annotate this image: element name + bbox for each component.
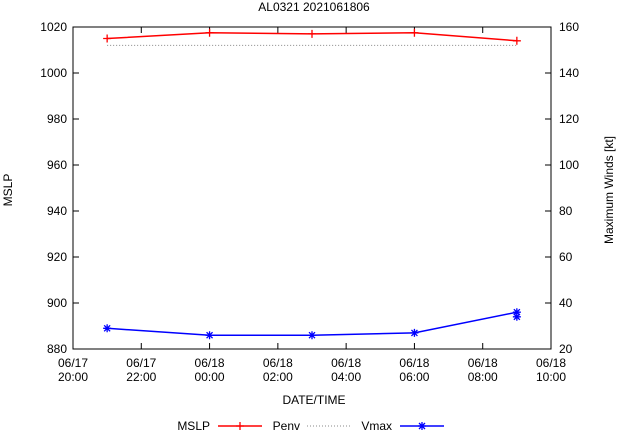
x-tick-label-date: 06/18 xyxy=(399,356,429,370)
y-left-tick-label: 980 xyxy=(47,112,67,126)
data-point xyxy=(410,28,419,37)
x-tick-label-time: 10:00 xyxy=(536,370,566,384)
y-right-tick-label: 160 xyxy=(559,20,579,34)
data-point xyxy=(308,29,316,38)
y-right-tick-label: 140 xyxy=(559,66,579,80)
data-point xyxy=(512,36,521,45)
y-axis-label-left: MSLP xyxy=(1,174,15,207)
legend-marker xyxy=(418,422,426,430)
y-left-tick-label: 960 xyxy=(47,158,67,172)
data-point xyxy=(512,312,521,321)
legend-label: Vmax xyxy=(361,419,392,432)
data-point xyxy=(205,28,214,37)
y-right-tick-label: 100 xyxy=(559,158,579,172)
y-right-tick-label: 60 xyxy=(559,250,573,264)
axes: 880 900 920 940 960 980 1000 1020 20 40 60 80 100 120… xyxy=(40,20,579,384)
data-point xyxy=(308,331,316,340)
x-axis-label: DATE/TIME xyxy=(282,393,345,407)
plot-frame xyxy=(72,26,552,350)
x-tick-label-time: 04:00 xyxy=(331,370,361,384)
series-mslp xyxy=(103,28,521,45)
y-right-tick-label: 80 xyxy=(559,204,573,218)
data-point xyxy=(205,331,214,340)
plot-series xyxy=(103,28,521,340)
y-left-tick-label: 900 xyxy=(47,296,67,310)
data-point xyxy=(103,324,112,333)
chart-title: AL0321 2021061806 xyxy=(258,0,370,14)
x-tick-label-date: 06/18 xyxy=(536,356,566,370)
y-left-tick-label: 880 xyxy=(47,342,67,356)
y-left-tick-label: 920 xyxy=(47,250,67,264)
x-tick-label-time: 20:00 xyxy=(58,370,88,384)
x-tick-label-date: 06/18 xyxy=(195,356,225,370)
x-tick-label-date: 06/17 xyxy=(58,356,88,370)
y-left-tick-label: 1020 xyxy=(40,20,67,34)
y-left-tick-label: 940 xyxy=(47,204,67,218)
data-point xyxy=(410,328,419,337)
x-tick-label-time: 06:00 xyxy=(399,370,429,384)
y-right-tick-label: 20 xyxy=(559,342,573,356)
x-tick-label-time: 02:00 xyxy=(263,370,293,384)
data-point xyxy=(103,34,112,43)
x-tick-label-time: 22:00 xyxy=(126,370,156,384)
legend-label: Penv xyxy=(273,419,300,432)
data-point xyxy=(512,308,521,317)
legend-marker xyxy=(236,422,244,430)
y-right-tick-label: 120 xyxy=(559,112,579,126)
y-left-tick-label: 1000 xyxy=(40,66,67,80)
x-tick-label-date: 06/18 xyxy=(468,356,498,370)
y-right-tick-label: 40 xyxy=(559,296,573,310)
legend: MSLP Penv Vmax xyxy=(177,419,444,432)
series-vmax xyxy=(103,308,521,340)
legend-label: MSLP xyxy=(177,419,210,432)
x-tick-label-date: 06/17 xyxy=(126,356,156,370)
x-tick-label-time: 00:00 xyxy=(195,370,225,384)
x-tick-label-date: 06/18 xyxy=(263,356,293,370)
y-axis-label-right: Maximum Winds [kt] xyxy=(602,136,616,244)
x-tick-label-time: 08:00 xyxy=(468,370,498,384)
x-tick-label-date: 06/18 xyxy=(331,356,361,370)
